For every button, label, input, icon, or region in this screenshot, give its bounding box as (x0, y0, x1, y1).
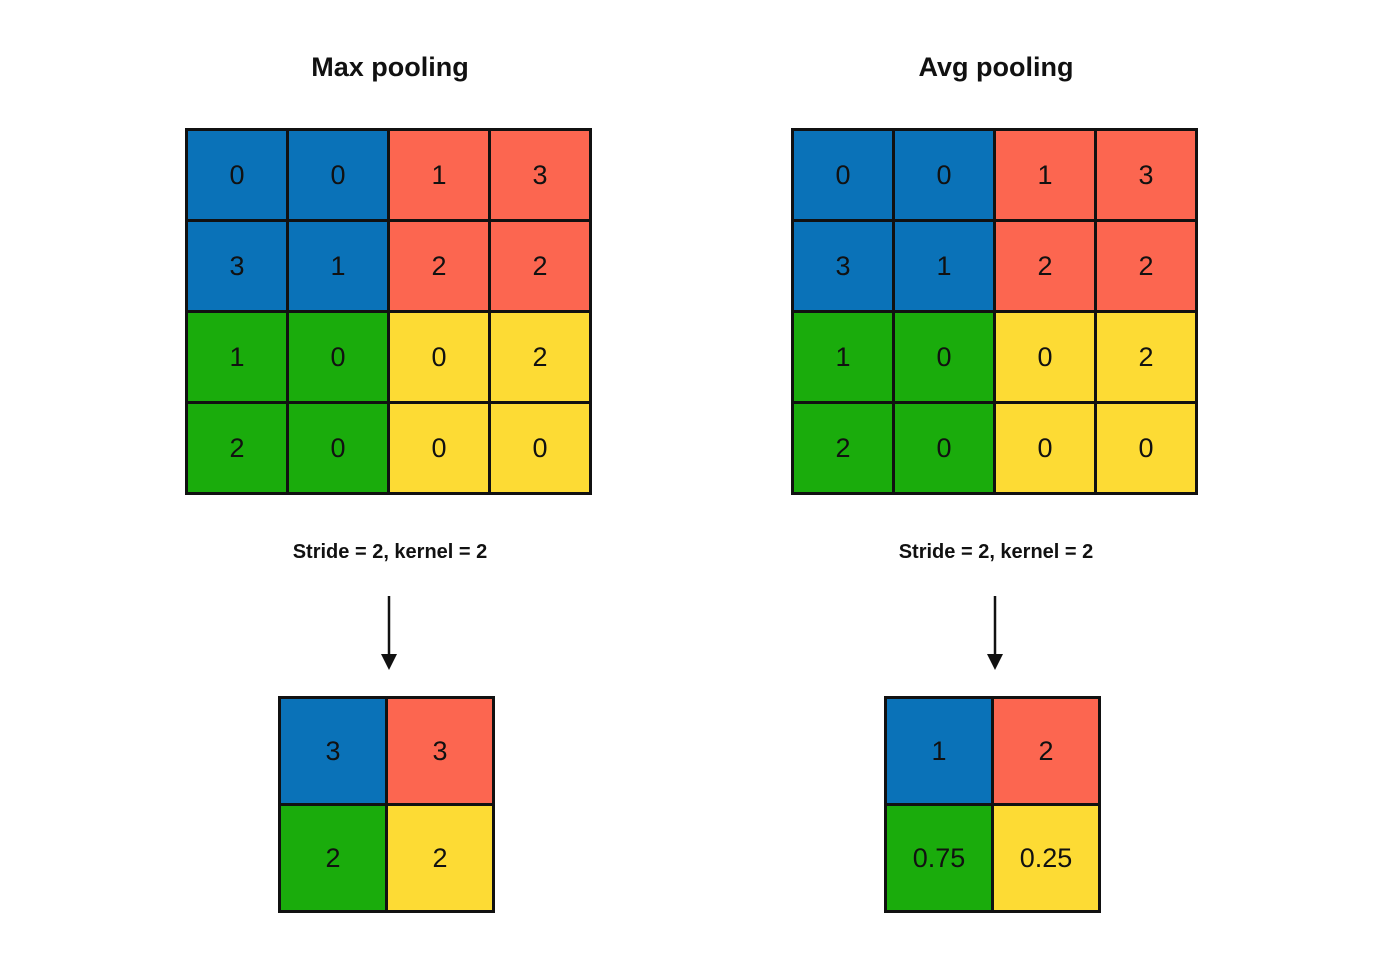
matrix-cell: 0 (996, 404, 1094, 492)
stride-kernel-caption: Stride = 2, kernel = 2 (898, 541, 1094, 563)
matrix-cell: 2 (1097, 313, 1195, 401)
matrix-cell: 1 (188, 313, 286, 401)
matrix-cell: 0 (895, 313, 993, 401)
matrix-cell: 3 (794, 222, 892, 310)
matrix-cell: 1 (289, 222, 387, 310)
matrix-cell: 2 (994, 699, 1098, 803)
matrix-cell: 3 (491, 131, 589, 219)
matrix-cell: 2 (491, 222, 589, 310)
matrix-cell: 0 (895, 404, 993, 492)
matrix-cell: 0 (289, 313, 387, 401)
output-matrix: 1 2 0.75 0.25 (884, 696, 1101, 913)
matrix-cell: 0 (491, 404, 589, 492)
matrix-cell: 0.25 (994, 806, 1098, 910)
matrix-cell: 0 (1097, 404, 1195, 492)
matrix-cell: 0.75 (887, 806, 991, 910)
matrix-cell: 1 (887, 699, 991, 803)
stride-kernel-caption: Stride = 2, kernel = 2 (292, 541, 488, 563)
matrix-cell: 2 (1097, 222, 1195, 310)
matrix-cell: 3 (188, 222, 286, 310)
matrix-cell: 0 (289, 131, 387, 219)
matrix-cell: 2 (794, 404, 892, 492)
matrix-cell: 0 (289, 404, 387, 492)
matrix-cell: 2 (388, 806, 492, 910)
down-arrow-icon (381, 596, 397, 670)
matrix-cell: 1 (996, 131, 1094, 219)
matrix-cell: 0 (895, 131, 993, 219)
matrix-cell: 0 (390, 313, 488, 401)
matrix-cell: 3 (1097, 131, 1195, 219)
matrix-cell: 1 (895, 222, 993, 310)
matrix-cell: 0 (996, 313, 1094, 401)
matrix-cell: 0 (390, 404, 488, 492)
matrix-cell: 1 (794, 313, 892, 401)
matrix-cell: 2 (996, 222, 1094, 310)
panel-title: Max pooling (311, 52, 469, 82)
matrix-cell: 3 (281, 699, 385, 803)
matrix-cell: 2 (281, 806, 385, 910)
matrix-cell: 2 (188, 404, 286, 492)
matrix-cell: 0 (794, 131, 892, 219)
matrix-cell: 1 (390, 131, 488, 219)
matrix-cell: 2 (390, 222, 488, 310)
matrix-cell: 2 (491, 313, 589, 401)
matrix-cell: 3 (388, 699, 492, 803)
down-arrow-icon (987, 596, 1003, 670)
panel-title: Avg pooling (918, 52, 1074, 82)
matrix-cell: 0 (188, 131, 286, 219)
